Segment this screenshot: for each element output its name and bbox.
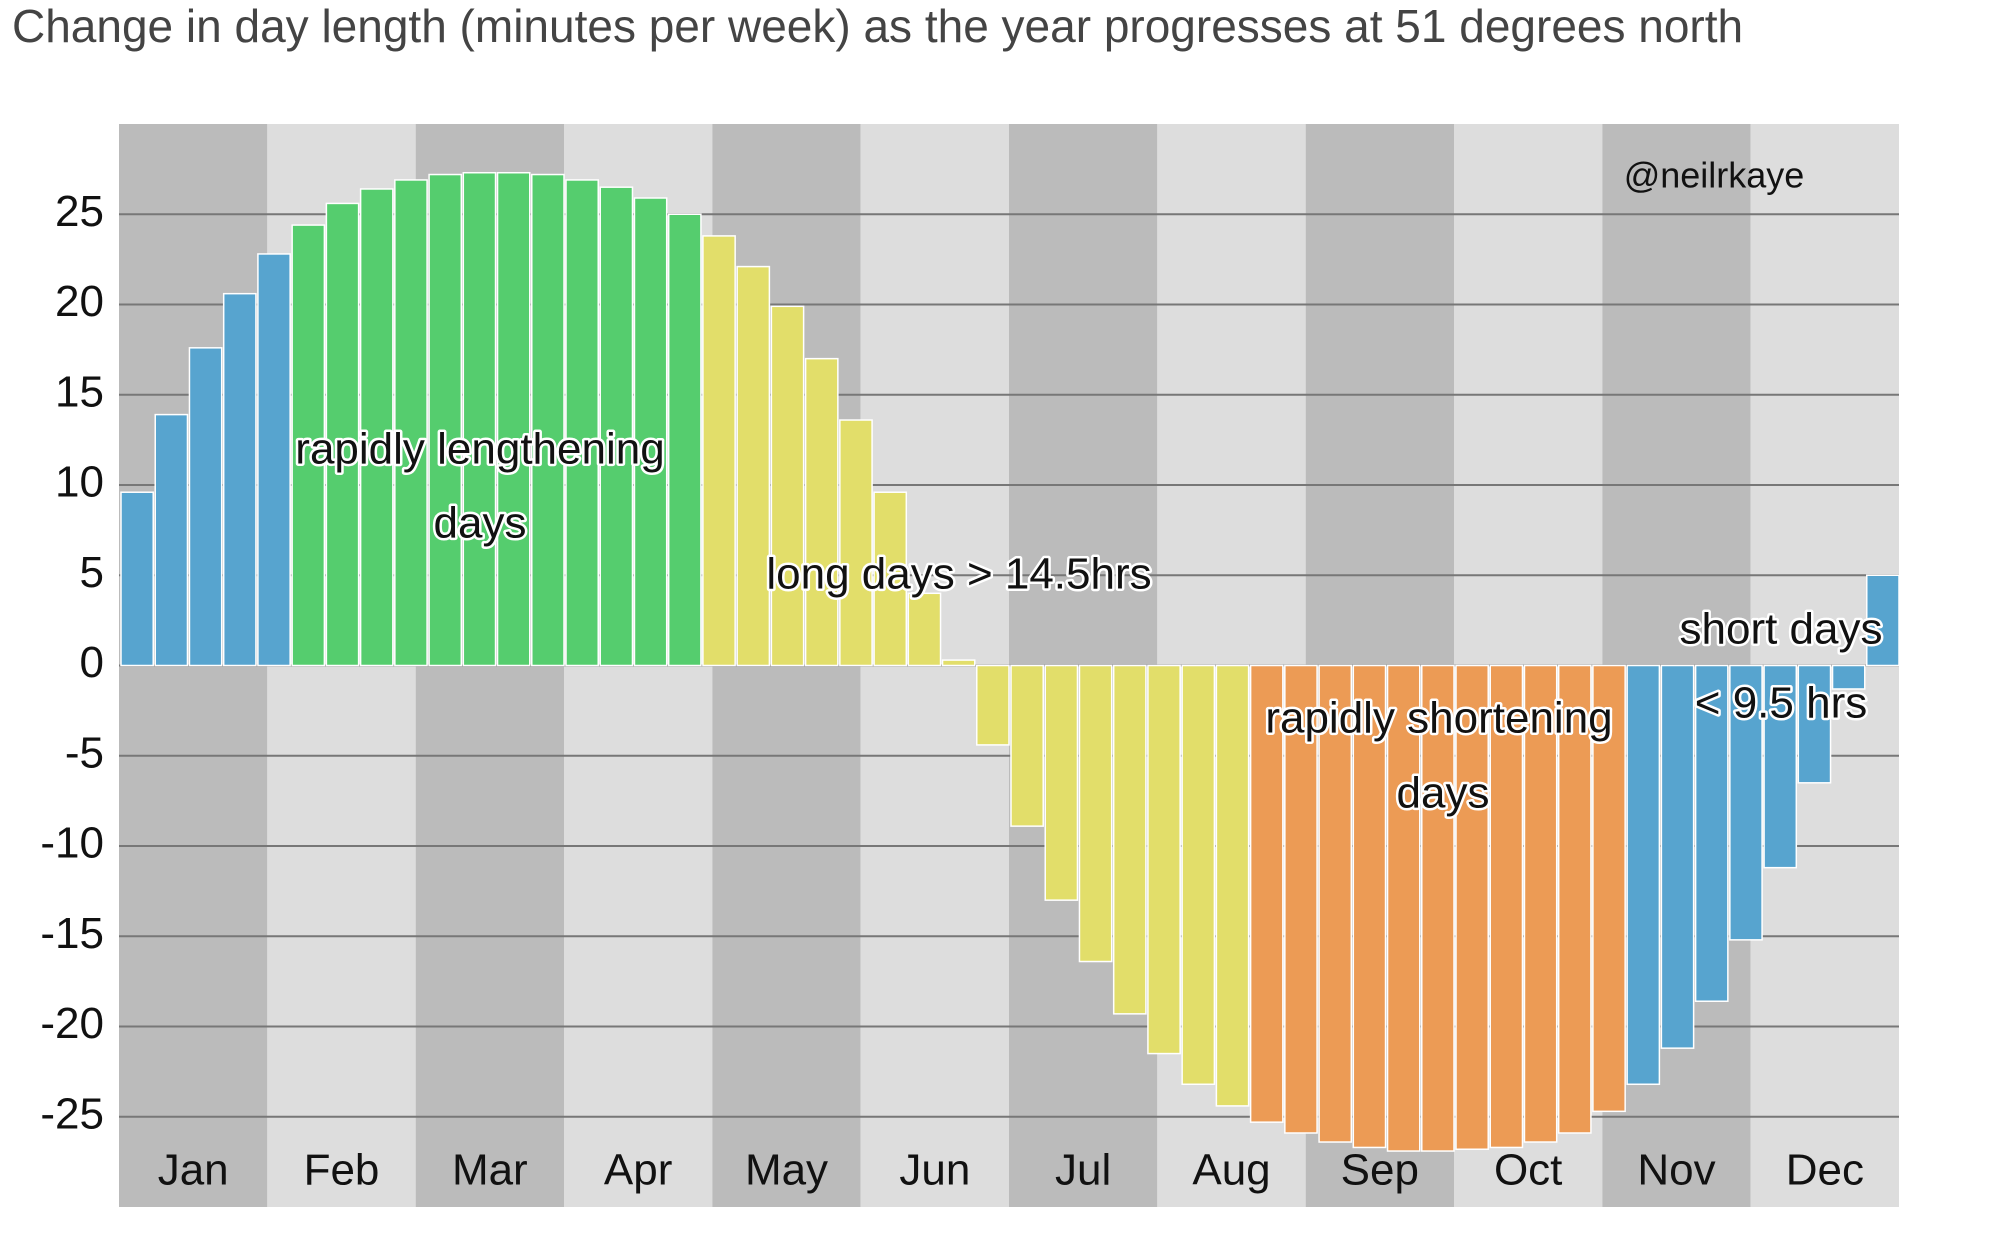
bar [565, 179, 599, 667]
x-tick-label: Jul [1055, 1146, 1111, 1195]
x-tick-label: May [745, 1146, 828, 1195]
y-tick-label: -10 [40, 819, 104, 868]
y-tick-label: 15 [55, 367, 104, 416]
bar [154, 413, 189, 667]
bar [1147, 664, 1181, 1055]
bar [1763, 664, 1798, 869]
bar [976, 664, 1010, 746]
bar [702, 235, 736, 667]
bar [1729, 664, 1763, 941]
chart-title: Change in day length (minutes per week) … [12, 0, 1743, 52]
bar [1455, 664, 1489, 1150]
y-tick-label: -5 [65, 728, 104, 777]
plot-area [119, 124, 1900, 1207]
bar [667, 213, 702, 667]
bar [1386, 664, 1421, 1152]
x-tick-label: Aug [1192, 1146, 1270, 1195]
bar [1523, 664, 1558, 1143]
bar [839, 419, 873, 667]
bar [1044, 664, 1079, 901]
bar [1626, 664, 1661, 1086]
bar [1249, 664, 1284, 1123]
bar [1352, 664, 1387, 1149]
bar [1660, 664, 1695, 1049]
bar [1557, 664, 1592, 1134]
x-tick-label: Oct [1494, 1146, 1562, 1195]
x-tick-label: Feb [304, 1146, 380, 1195]
annotation: < 9.5 hrs [1695, 679, 1867, 728]
bar [359, 188, 394, 667]
x-tick-label: Sep [1341, 1146, 1419, 1195]
bar [873, 491, 908, 667]
bar [462, 171, 497, 667]
bar [1010, 664, 1044, 827]
bar [1592, 664, 1626, 1113]
credit: @neilrkaye [1624, 155, 1805, 196]
x-tick-label: Jan [158, 1146, 229, 1195]
x-tick-label: Dec [1786, 1146, 1864, 1195]
bar [496, 171, 531, 667]
y-tick-label: 20 [55, 277, 104, 326]
bar [1181, 664, 1216, 1086]
bar [1284, 664, 1318, 1134]
bar [257, 253, 291, 667]
bar [1318, 664, 1353, 1143]
bar [736, 265, 771, 667]
bar [599, 186, 634, 667]
bar [804, 357, 839, 667]
annotation: days [434, 499, 527, 548]
bar [531, 173, 565, 667]
bar [633, 197, 668, 667]
bar [291, 224, 326, 667]
x-tick-label: Jun [899, 1146, 970, 1195]
y-tick-label: -20 [40, 999, 104, 1048]
annotation: days [1397, 769, 1490, 818]
x-tick-label: Apr [604, 1146, 672, 1195]
bar [1421, 664, 1455, 1152]
y-tick-label: 5 [80, 548, 104, 597]
bar [1078, 664, 1113, 963]
bar [907, 592, 942, 667]
bar [1112, 664, 1147, 1015]
annotation: rapidly lengthening [295, 425, 664, 474]
bar [1831, 664, 1866, 690]
annotations: rapidly lengthening days long days > 14.… [293, 155, 1885, 821]
bar [325, 202, 360, 667]
bar [1489, 664, 1524, 1149]
bar [941, 659, 976, 667]
bar [188, 347, 223, 667]
bar [1694, 664, 1729, 1002]
bar [770, 305, 805, 667]
annotation: long days > 14.5hrs [766, 550, 1151, 599]
annotation: rapidly shortening [1265, 694, 1612, 743]
bar [222, 292, 257, 667]
bar [1797, 664, 1832, 784]
bar [1866, 574, 1900, 667]
y-tick-label: -25 [40, 1089, 104, 1138]
bar [120, 491, 154, 667]
x-tick-label: Mar [452, 1146, 528, 1195]
bar [428, 173, 463, 667]
y-tick-label: 10 [55, 458, 104, 507]
y-tick-label: 0 [80, 638, 104, 687]
annotation: short days [1680, 605, 1883, 654]
bar [394, 179, 428, 667]
y-tick-label: -15 [40, 909, 104, 958]
bar [1215, 664, 1250, 1107]
y-tick-label: 25 [55, 187, 104, 236]
x-tick-label: Nov [1637, 1146, 1715, 1195]
